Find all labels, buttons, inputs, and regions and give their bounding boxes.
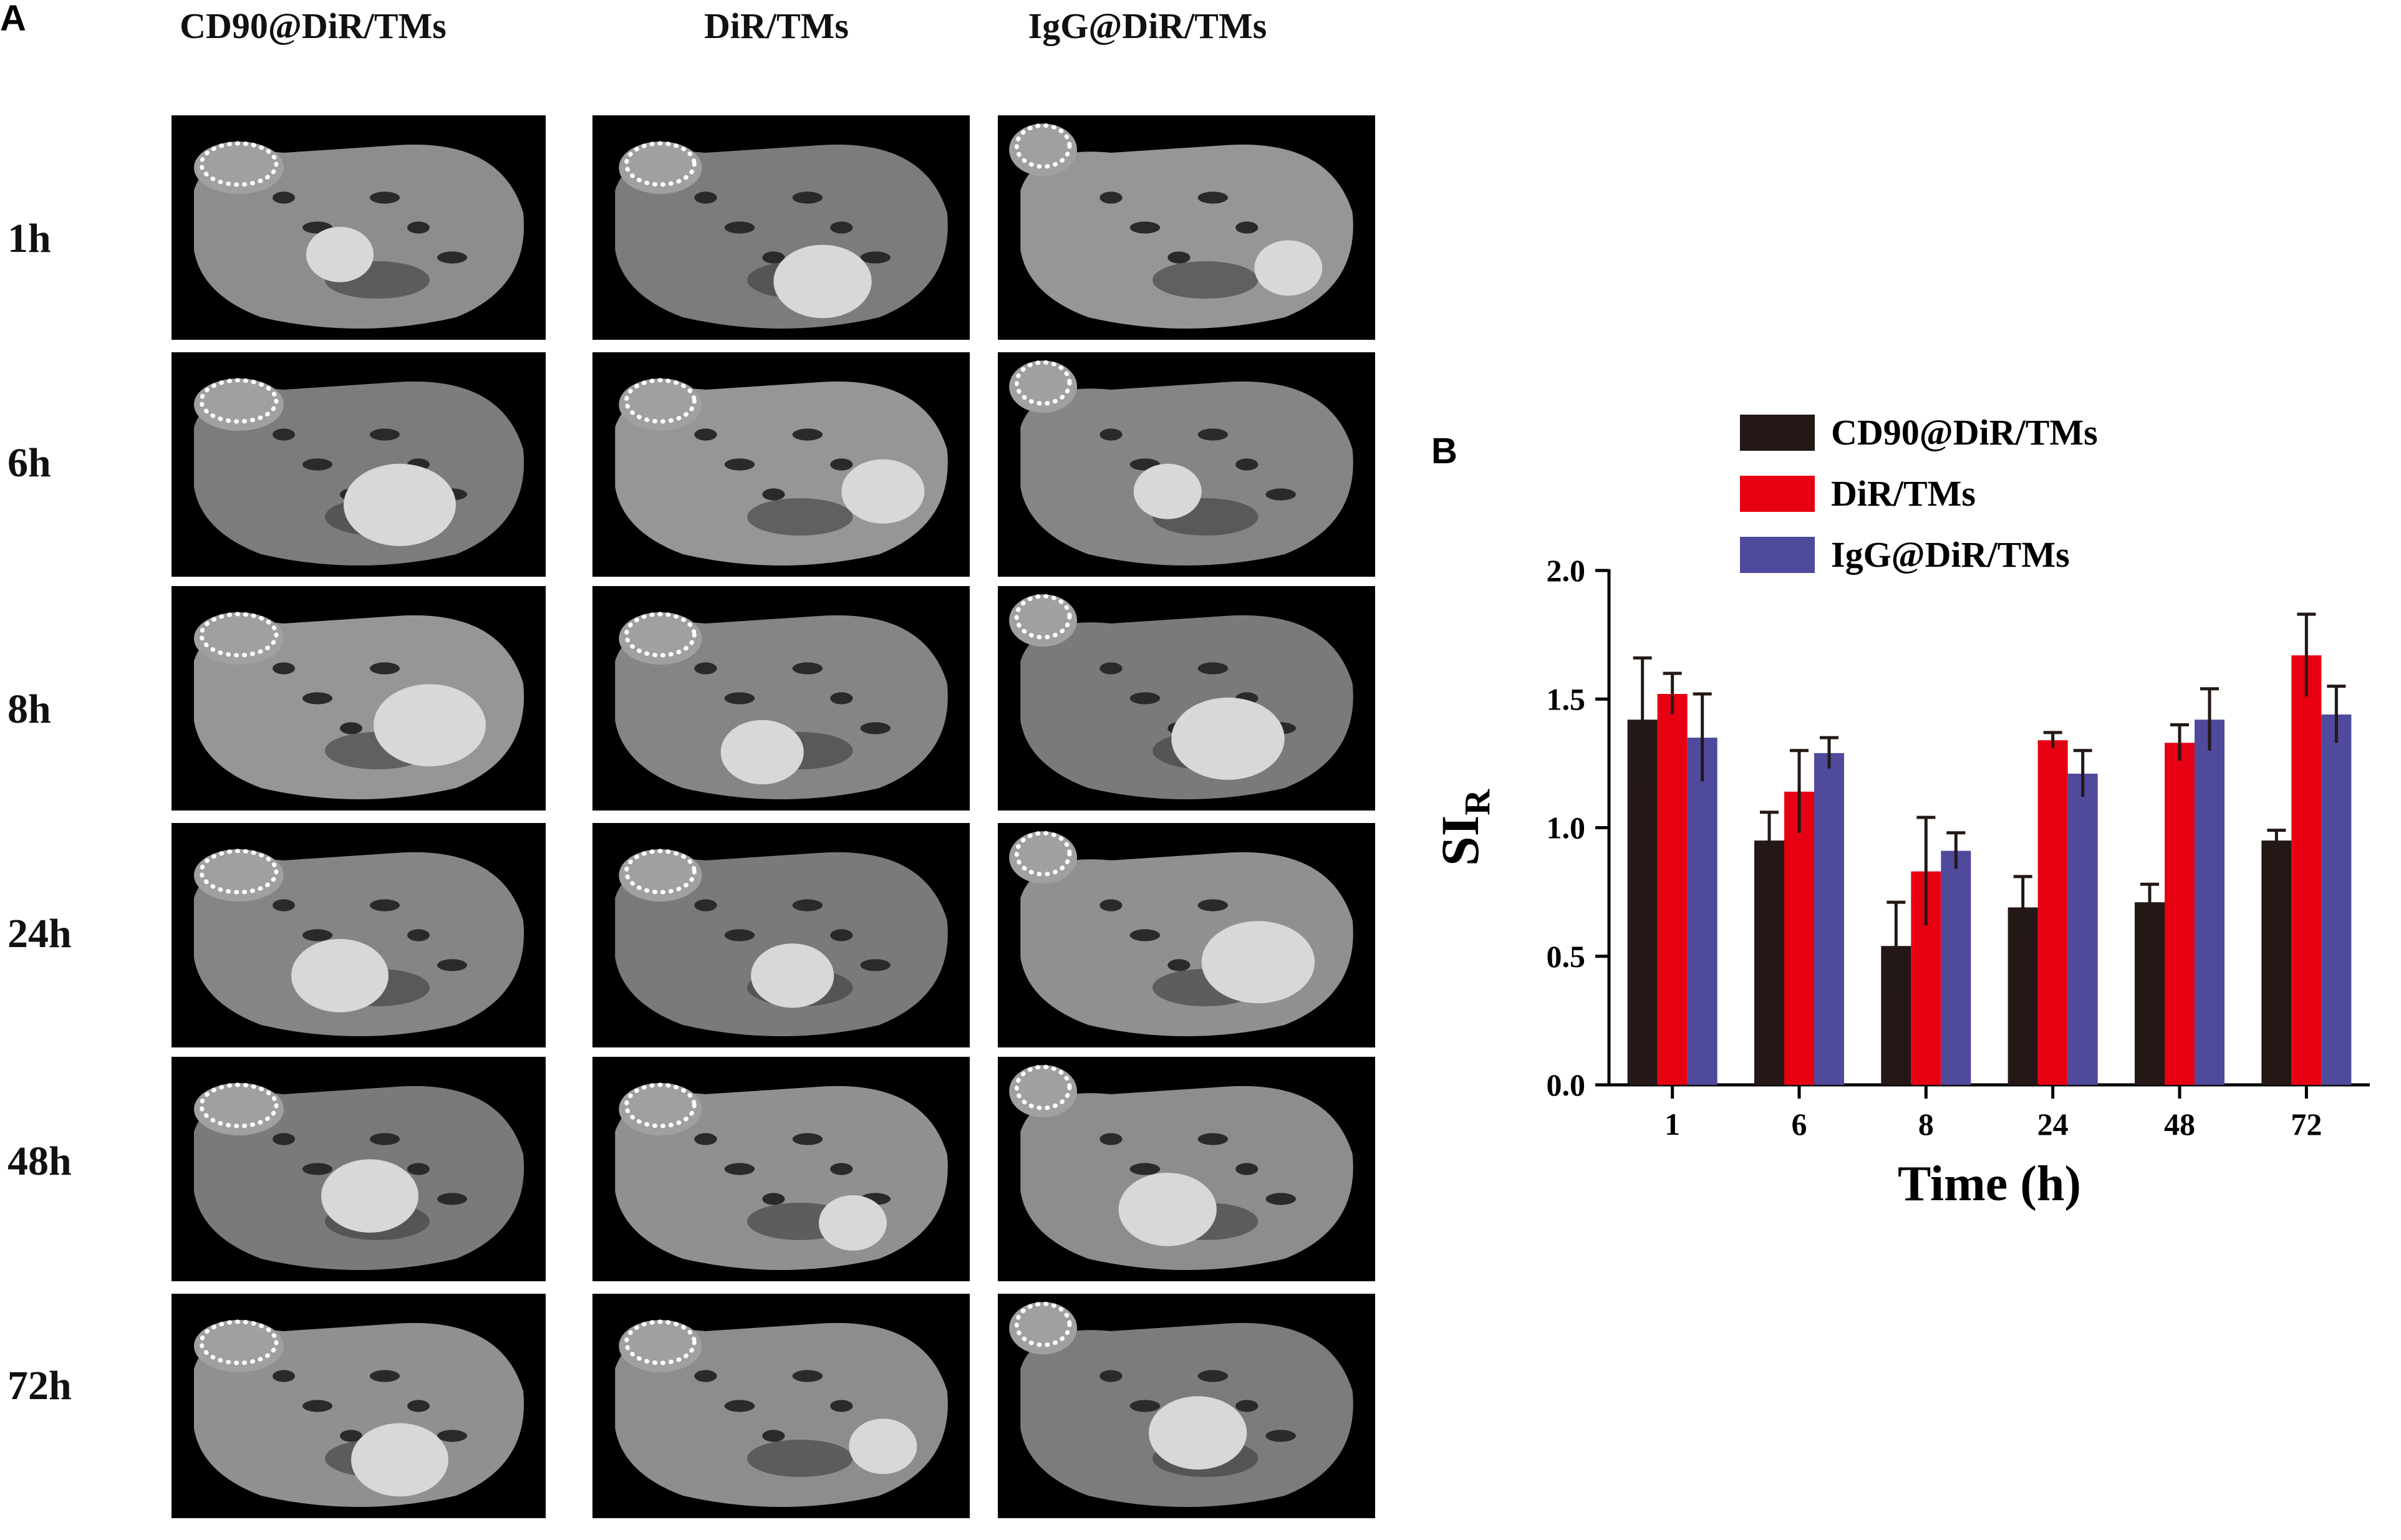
bar [2291, 655, 2322, 1085]
mri-scan [592, 352, 970, 577]
bar [1657, 694, 1688, 1085]
bar [1814, 753, 1844, 1085]
mri-scan [592, 1057, 970, 1281]
column-header-igg: IgG@DiR/TMs [1028, 6, 1267, 46]
y-tick-label: 1.5 [1547, 681, 1586, 716]
x-tick-label: 6 [1792, 1107, 1807, 1142]
row-label-6h: 6h [7, 440, 51, 486]
bar [2067, 773, 2098, 1085]
column-header-dir: DiR/TMs [704, 6, 849, 46]
x-tick-label: 72 [2291, 1107, 2322, 1142]
legend-swatch [1740, 476, 1815, 512]
mri-scan [172, 823, 546, 1047]
row-label-24h: 24h [7, 911, 72, 956]
mri-scan [172, 352, 546, 577]
legend-label: IgG@DiR/TMs [1831, 534, 2070, 575]
legend-label: CD90@DiR/TMs [1831, 412, 2098, 453]
bar [2195, 719, 2225, 1085]
x-tick-label: 1 [1664, 1107, 1680, 1142]
mri-scan [998, 823, 1375, 1047]
mri-scan [998, 115, 1375, 340]
bar [2037, 740, 2068, 1085]
chart-axes: 0.0 0.5 1.0 1.5 2.0 1 6 8 24 48 72 [1547, 553, 2370, 1142]
row-label-1h: 1h [7, 216, 51, 261]
row-label-72h: 72h [7, 1363, 72, 1408]
x-tick-label: 24 [2037, 1107, 2069, 1142]
y-axis-label: SIR [1430, 789, 1497, 866]
bar [2321, 715, 2352, 1085]
bar [2261, 840, 2292, 1085]
bar [2135, 902, 2165, 1085]
mri-scan [592, 586, 970, 811]
mri-scan [172, 115, 546, 340]
bar [2165, 743, 2195, 1085]
x-axis-label: Time (h) [1898, 1157, 2081, 1211]
panel-letter-b: B [1431, 431, 1457, 471]
y-tick-label: 1.0 [1547, 811, 1586, 845]
mri-scan [592, 823, 970, 1047]
mri-scan [172, 586, 546, 811]
bar [1687, 738, 1717, 1085]
bar [1784, 791, 1814, 1085]
y-tick-label: 2.0 [1547, 553, 1586, 588]
row-label-8h: 8h [7, 686, 51, 732]
mri-scan [592, 115, 970, 340]
mri-scan [998, 586, 1375, 811]
bar [1754, 840, 1784, 1085]
panel-letter-a: A [0, 0, 26, 39]
y-tick-label: 0.5 [1547, 939, 1586, 974]
row-label-48h: 48h [7, 1138, 72, 1184]
mri-scan [998, 1294, 1375, 1518]
mri-scan [998, 1057, 1375, 1281]
legend-swatch [1740, 415, 1815, 451]
bar-chart: CD90@DiR/TMs DiR/TMs IgG@DiR/TMs 0.0 0.5 1.0… [1430, 412, 2370, 1211]
x-tick-label: 48 [2164, 1107, 2195, 1142]
legend-swatch [1740, 537, 1815, 573]
x-tick-label: 8 [1918, 1107, 1934, 1142]
mri-scan [172, 1057, 546, 1281]
panel-a-mri-grid: A CD90@DiR/TMs DiR/TMs IgG@DiR/TMs 1h 6h… [0, 0, 1375, 1518]
legend-label: DiR/TMs [1831, 473, 1976, 514]
mri-scan [172, 1294, 546, 1518]
chart-bars [1627, 612, 2352, 1085]
mri-scan [998, 352, 1375, 577]
bar [1941, 850, 1971, 1085]
y-tick-label: 0.0 [1547, 1067, 1586, 1102]
mri-scan [592, 1294, 970, 1518]
column-header-cd90: CD90@DiR/TMs [180, 6, 447, 46]
legend: CD90@DiR/TMs DiR/TMs IgG@DiR/TMs [1740, 412, 2098, 575]
